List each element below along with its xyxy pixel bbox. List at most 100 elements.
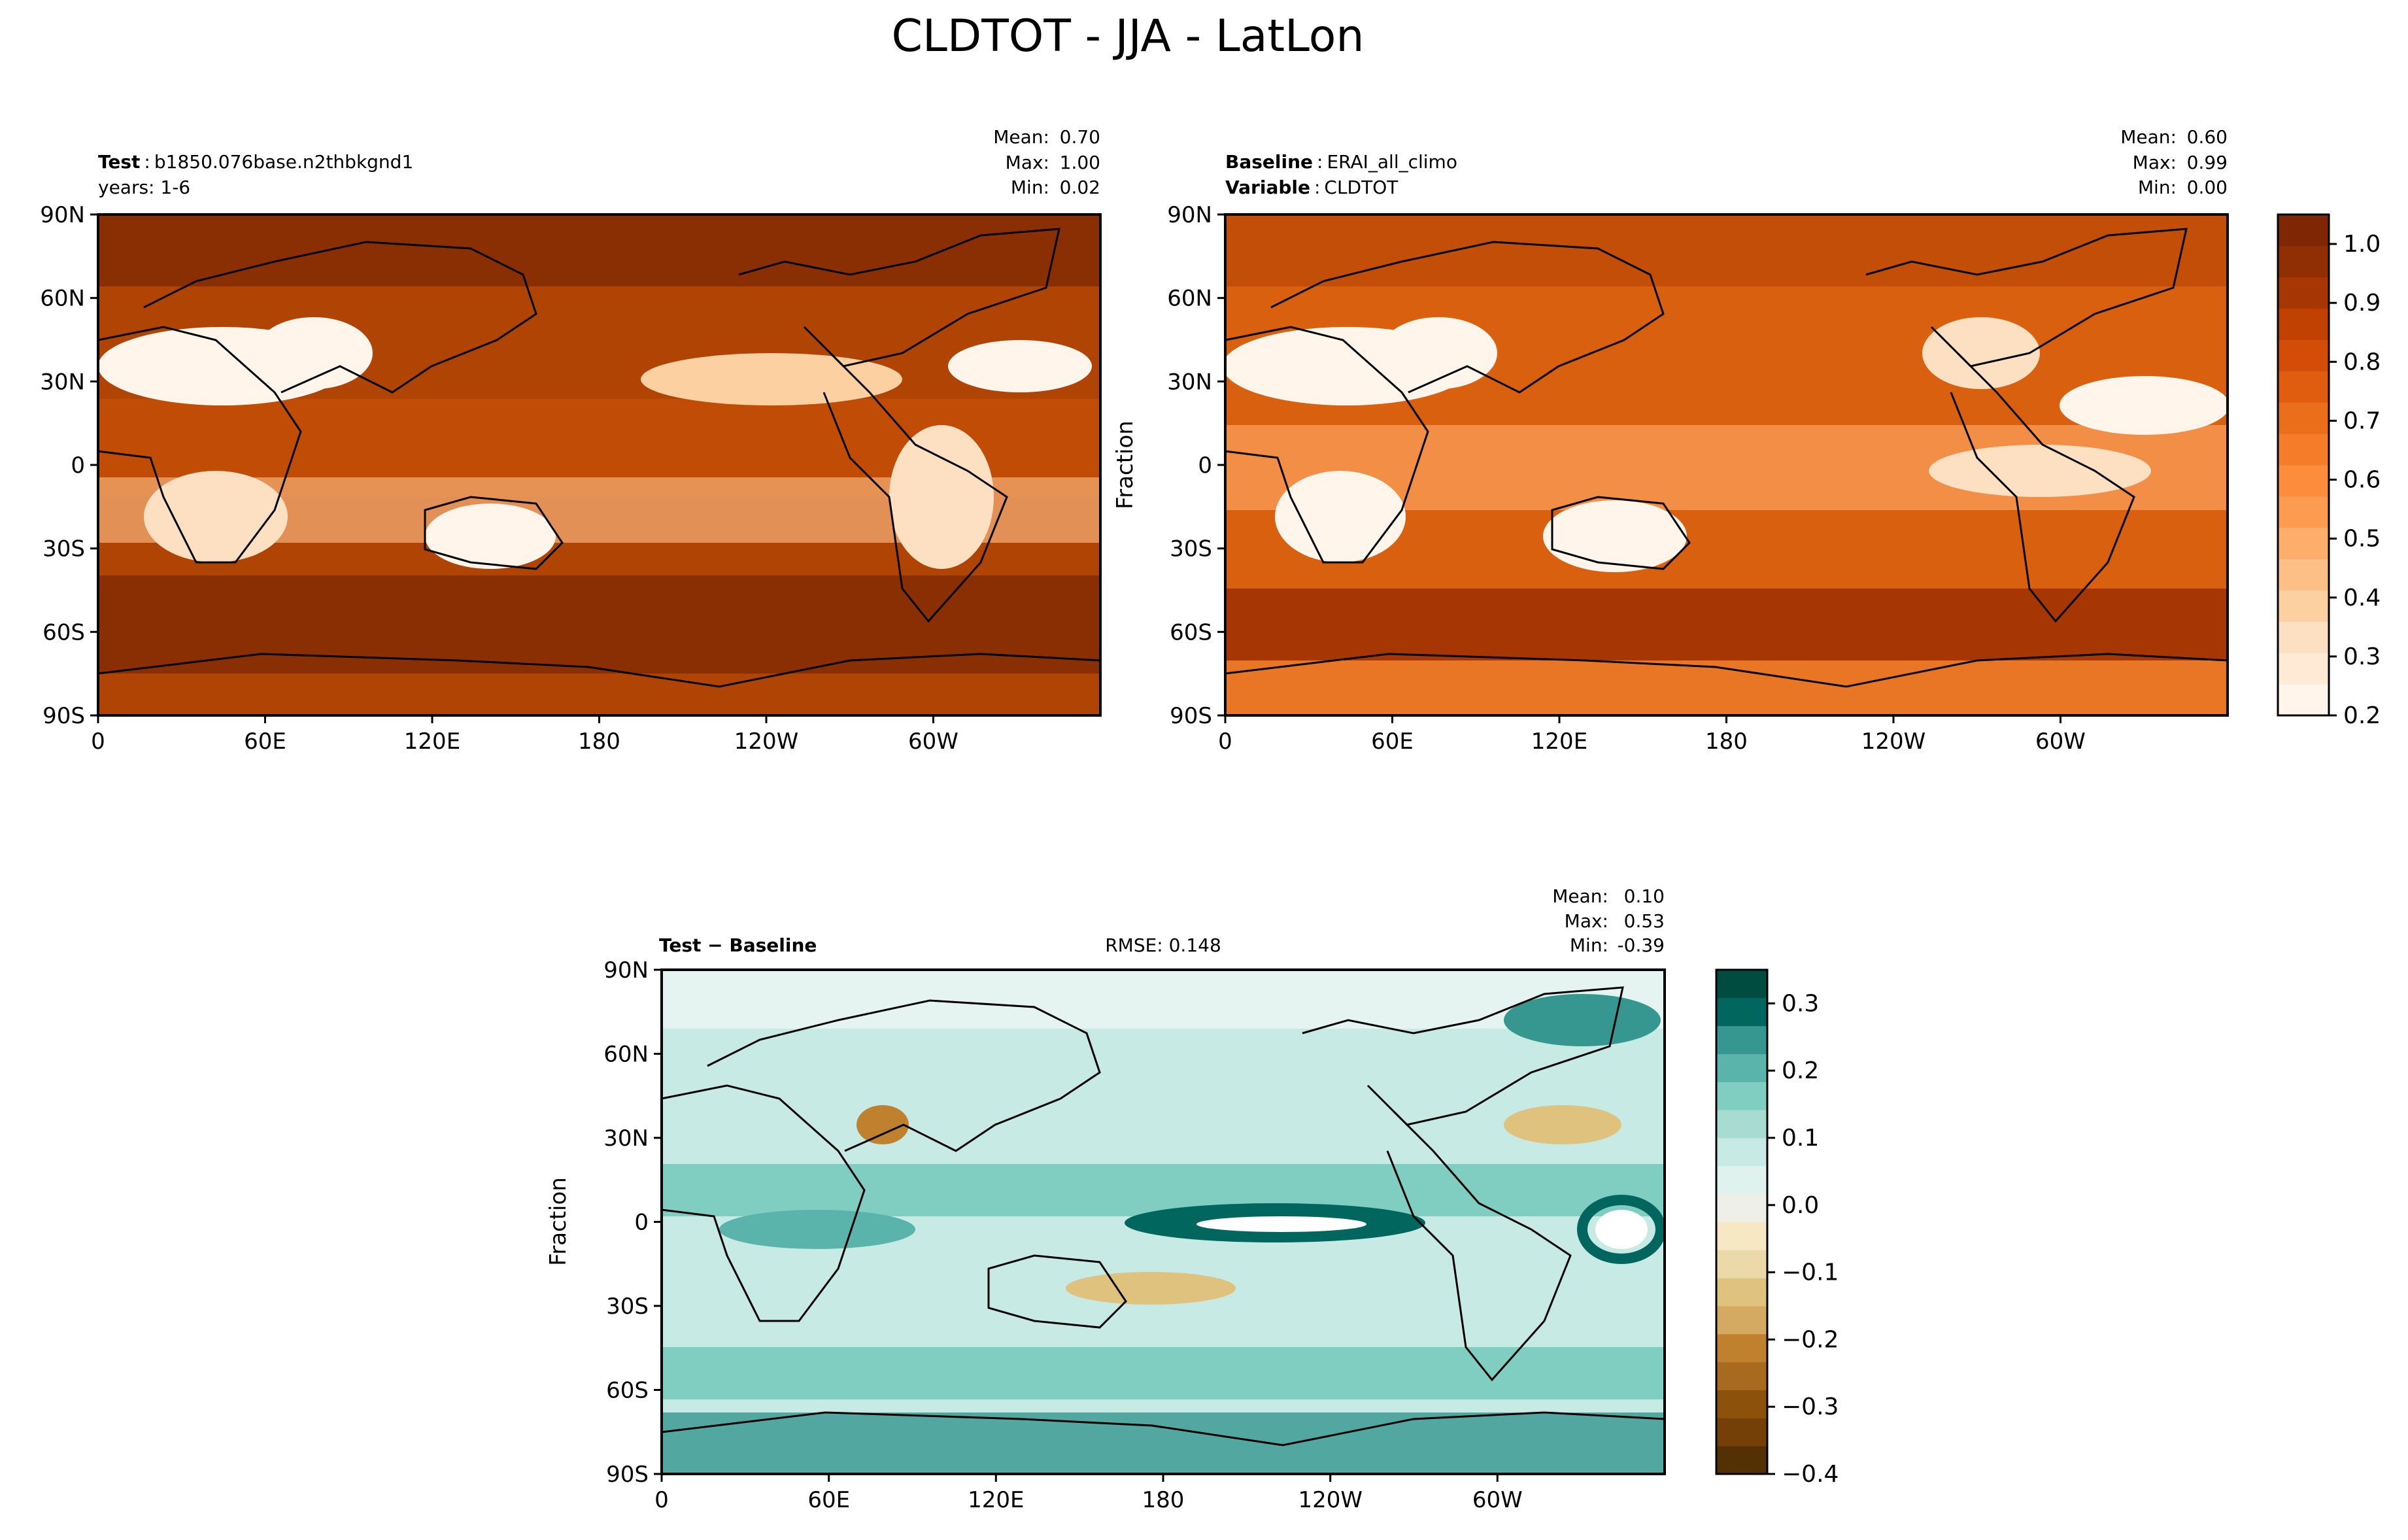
colorbar-segment bbox=[2278, 465, 2329, 497]
diff-min: -0.39 bbox=[1618, 934, 1665, 956]
test-coastlines bbox=[97, 228, 1101, 688]
diff-label: Test − Baseline bbox=[659, 934, 817, 956]
test-ytick: 60N bbox=[40, 286, 85, 312]
test-xtick: 0 bbox=[91, 728, 105, 755]
baseline-min: 0.00 bbox=[2187, 177, 2228, 198]
baseline-colorbar: 1.0 0.9 0.8 0.7 0.6 0.5 0.4 0.3 0.2 bbox=[2277, 213, 2381, 729]
test-max-label: Max: bbox=[1006, 152, 1049, 173]
diff-mean: 0.10 bbox=[1624, 885, 1665, 907]
baseline-antarctic bbox=[1225, 660, 2228, 715]
diff-max: 0.53 bbox=[1624, 910, 1665, 932]
test-clear-africa-s bbox=[144, 471, 288, 562]
colorbar-tick-label: 0.5 bbox=[2343, 526, 2381, 553]
test-min: 0.02 bbox=[1060, 177, 1100, 198]
test-label: Test: b1850.076base.n2thbkgnd1 bbox=[98, 151, 413, 173]
test-years: years: 1-6 bbox=[98, 177, 190, 198]
colorbar-segment bbox=[2278, 558, 2329, 590]
test-xtick: 60E bbox=[244, 728, 286, 755]
baseline-mean-label: Mean: bbox=[2120, 126, 2177, 148]
baseline-yaxis: 90N 60N 30N 0 30S 60S 90S bbox=[1167, 202, 1225, 729]
baseline-clear-australia bbox=[1543, 500, 1687, 572]
diff-ytick: 30S bbox=[606, 1293, 649, 1320]
diff-antarctic bbox=[662, 1412, 1665, 1474]
diff-arctic-band bbox=[662, 970, 1665, 1029]
diff-north-atlantic bbox=[1504, 994, 1661, 1046]
test-southern-ocean bbox=[98, 575, 1100, 674]
baseline-stats: Mean: 0.60 Max: 0.99 Min: 0.00 bbox=[2120, 126, 2228, 198]
baseline-colorbar-axis-label: Fraction bbox=[1112, 420, 1138, 509]
colorbar-segment bbox=[1716, 1306, 1767, 1335]
test-xtick: 120W bbox=[734, 728, 799, 755]
baseline-mean: 0.60 bbox=[2187, 126, 2228, 148]
test-ytick: 90S bbox=[42, 703, 85, 729]
colorbar-segment bbox=[1716, 1165, 1767, 1195]
colorbar-segment bbox=[1716, 1446, 1767, 1475]
test-stats: Mean: 0.70 Max: 1.00 Min: 0.02 bbox=[993, 126, 1100, 198]
panel-diff: Test − Baseline RMSE: 0.148 Mean: 0.10 M… bbox=[545, 885, 1839, 1513]
colorbar-segment bbox=[1716, 997, 1767, 1027]
colorbar-segment bbox=[1716, 1110, 1767, 1138]
test-yaxis: 90N 60N 30N 0 30S 60S 90S bbox=[40, 202, 98, 729]
diff-colorbar-axis-label: Fraction bbox=[545, 1177, 571, 1266]
diff-pacific-white bbox=[1196, 1216, 1366, 1232]
colorbar-segment bbox=[1716, 1390, 1767, 1418]
colorbar-segment bbox=[2278, 277, 2329, 309]
test-clear-atlantic bbox=[948, 340, 1092, 392]
test-clear-south-am bbox=[889, 425, 994, 569]
diff-xtick: 60W bbox=[1472, 1487, 1523, 1513]
diff-xaxis: 0 60E 120E 180 120W 60W bbox=[654, 1474, 1523, 1513]
baseline-xtick: 120E bbox=[1531, 728, 1587, 755]
colorbar-segment bbox=[1716, 970, 1767, 999]
baseline-ytick: 60S bbox=[1170, 619, 1212, 645]
baseline-max: 0.99 bbox=[2187, 152, 2228, 173]
colorbar-tick-label: −0.4 bbox=[1782, 1461, 1839, 1488]
colorbar-tick-label: 0.6 bbox=[2343, 467, 2381, 494]
colorbar-tick-label: 0.0 bbox=[1782, 1192, 1819, 1219]
diff-xtick: 180 bbox=[1142, 1487, 1185, 1513]
test-min-label: Min: bbox=[1011, 177, 1049, 198]
colorbar-tick-label: 0.7 bbox=[2343, 407, 2381, 434]
colorbar-segment bbox=[2278, 496, 2329, 528]
test-clear-pacific-e bbox=[641, 353, 902, 405]
baseline-ytick: 60N bbox=[1167, 286, 1212, 312]
baseline-label: Baseline: ERAI_all_climo bbox=[1225, 151, 1457, 173]
baseline-clear-africa-s bbox=[1275, 471, 1406, 562]
test-clear-arabia bbox=[255, 317, 373, 389]
diff-ytick: 90S bbox=[606, 1462, 649, 1488]
colorbar-tick-label: 0.2 bbox=[1782, 1057, 1819, 1084]
colorbar-tick-label: 1.0 bbox=[2343, 231, 2381, 258]
colorbar-segment bbox=[2278, 434, 2329, 466]
test-xtick: 120E bbox=[404, 728, 460, 755]
diff-ytick: 90N bbox=[603, 957, 649, 984]
test-ytick: 30N bbox=[40, 369, 85, 395]
test-ytick: 90N bbox=[40, 202, 85, 228]
baseline-coastlines bbox=[1225, 228, 2228, 688]
diff-rmse: RMSE: 0.148 bbox=[1105, 934, 1221, 956]
colorbar-segment bbox=[2278, 308, 2329, 340]
colorbar-tick-label: 0.8 bbox=[2343, 349, 2381, 375]
diff-ytick: 60S bbox=[606, 1378, 649, 1404]
colorbar-segment bbox=[2278, 214, 2329, 247]
diff-atlantic-white bbox=[1595, 1210, 1648, 1249]
baseline-max-label: Max: bbox=[2133, 152, 2177, 173]
test-mean: 0.70 bbox=[1060, 126, 1100, 148]
colorbar-segment bbox=[2278, 653, 2329, 685]
colorbar-frame bbox=[2277, 213, 2330, 717]
colorbar-segment bbox=[2278, 621, 2329, 653]
panel-test: Test: b1850.076base.n2thbkgnd1 years: 1-6… bbox=[40, 126, 1102, 755]
test-xtick: 60W bbox=[908, 728, 958, 755]
colorbar-tick-label: 0.1 bbox=[1782, 1125, 1819, 1152]
colorbar-segment bbox=[1716, 1025, 1767, 1054]
diff-xtick: 60E bbox=[807, 1487, 850, 1513]
panel-baseline: Baseline: ERAI_all_climo Variable: CLDTOT … bbox=[1112, 126, 2381, 755]
colorbar-segment bbox=[1716, 1053, 1767, 1082]
test-max: 1.00 bbox=[1060, 152, 1100, 173]
diff-mean-label: Mean: bbox=[1552, 885, 1608, 907]
diff-yaxis: 90N 60N 30N 0 30S 60S 90S bbox=[603, 957, 662, 1488]
diff-coastlines bbox=[661, 986, 1665, 1446]
diff-xtick: 0 bbox=[654, 1487, 669, 1513]
diff-ytick: 0 bbox=[634, 1210, 649, 1236]
baseline-xtick: 180 bbox=[1705, 728, 1748, 755]
diff-atlantic-neg bbox=[1504, 1105, 1621, 1144]
